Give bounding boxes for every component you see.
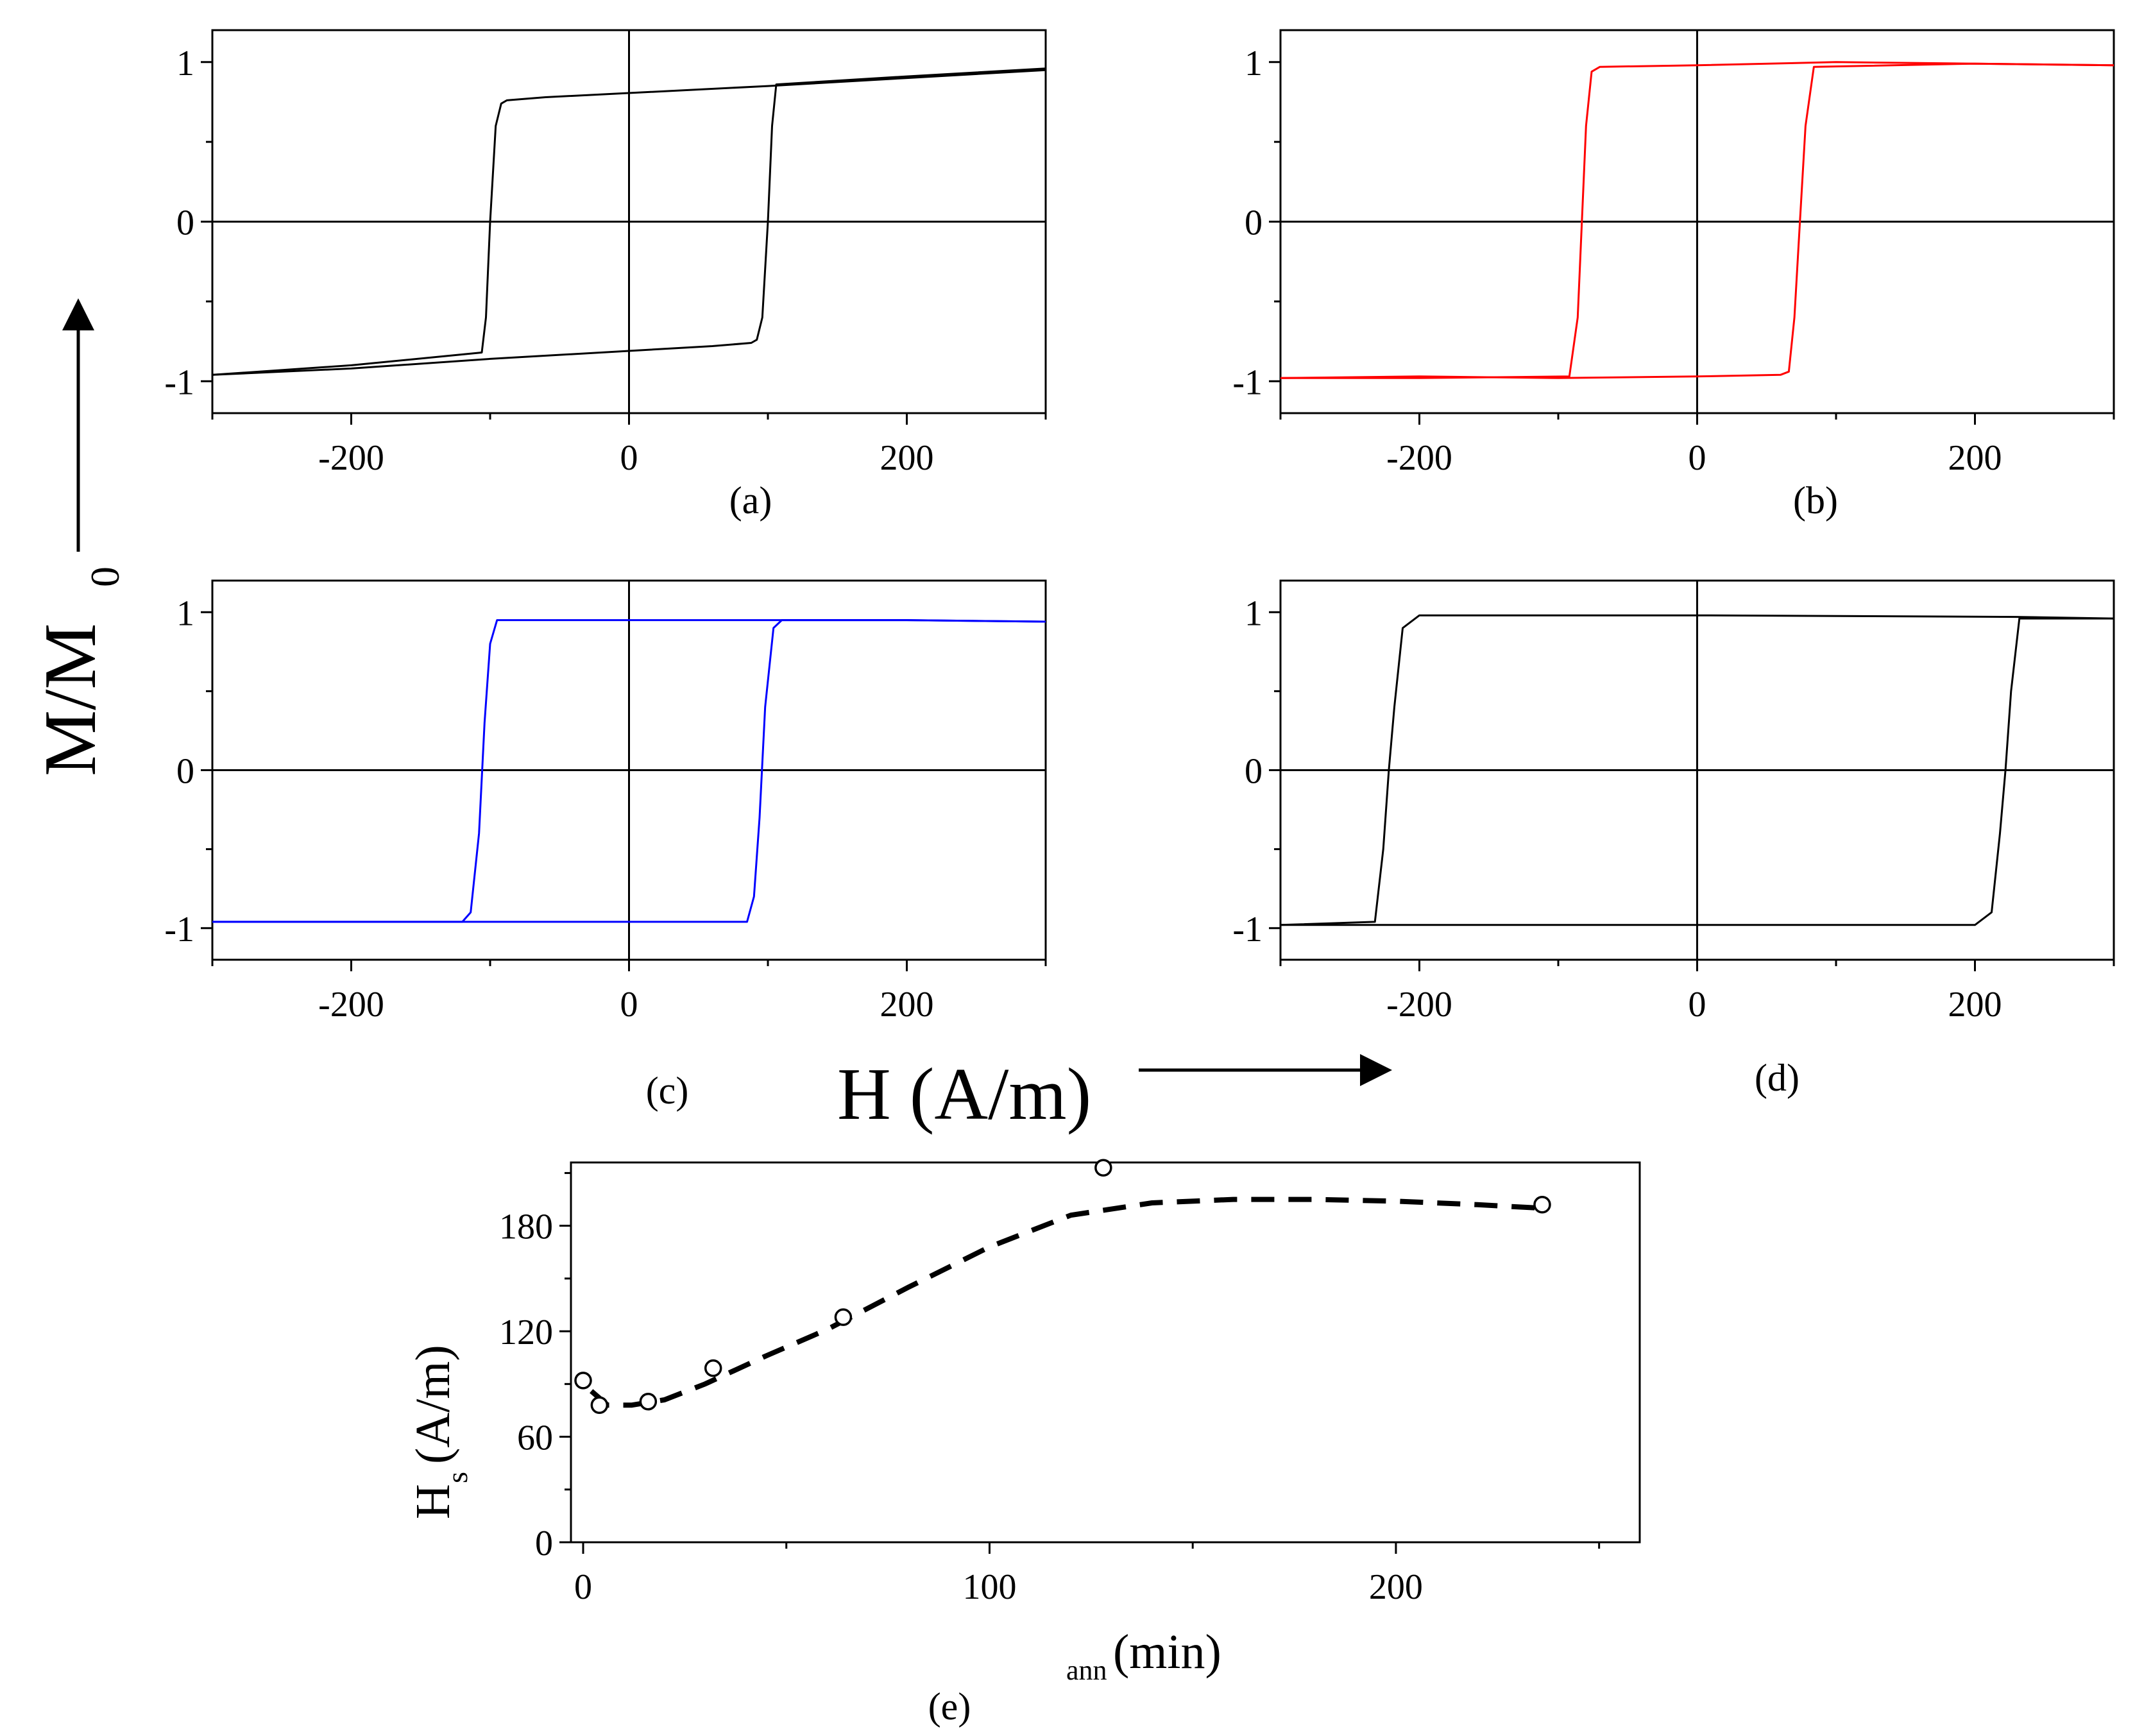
hs-label-subscript: s (441, 1472, 473, 1483)
y-tick-label: 0 (1245, 203, 1263, 243)
data-point (834, 1308, 853, 1326)
y-tick-label: 1 (1245, 44, 1263, 83)
y-tick-label: 60 (517, 1418, 553, 1458)
hysteresis-descending-branch (1280, 61, 2114, 379)
trend-dashed-line (590, 1196, 1543, 1408)
panel-label: (b) (1793, 479, 1838, 522)
data-point (704, 1359, 722, 1377)
x-tick-label: 0 (1688, 438, 1706, 478)
hysteresis-ascending-branch (1280, 617, 2114, 926)
y-tick-label: 120 (499, 1313, 553, 1352)
data-point (639, 1392, 658, 1411)
hysteresis-ascending-branch (212, 619, 1046, 923)
y-tick-label: -1 (1232, 362, 1263, 402)
y-tick-label: 0 (176, 203, 194, 243)
x-tick-label: 0 (574, 1567, 592, 1607)
plot-frame (570, 1161, 1641, 1544)
panel-e: 0 100 200 0 60 120 180 (e) Hs (A/m) ann (min) (406, 1159, 1641, 1728)
y-tick-label: 0 (535, 1524, 553, 1563)
y-tick-label: 1 (1245, 593, 1263, 633)
hysteresis-descending-branch (1280, 614, 2114, 926)
x-axis-title: H (A/m) (837, 1053, 1392, 1136)
x-tick-label: 0 (620, 985, 638, 1025)
y-tick-label: 0 (1245, 752, 1263, 792)
y-axis-label: M/M (30, 623, 112, 776)
panel-label: (d) (1755, 1057, 1799, 1099)
x-tick-label: -200 (318, 985, 384, 1025)
data-point (1094, 1159, 1112, 1177)
data-point (1533, 1196, 1551, 1214)
panel-label: (e) (928, 1685, 971, 1728)
y-tick-label: -1 (164, 362, 194, 402)
panel-c: -200 0 200 -1 0 1 (c) (164, 579, 1047, 1112)
data-point (590, 1396, 609, 1414)
x-tick-label: 200 (1948, 438, 2002, 478)
hysteresis-ascending-branch (1280, 62, 2114, 379)
data-point (574, 1372, 592, 1390)
panel-a: -200 0 200 -1 0 1 (a) (164, 29, 1047, 522)
y-tick-label: 180 (499, 1207, 553, 1247)
y-tick-label: -1 (164, 910, 194, 949)
y-axis-title: M/M 0 (30, 298, 128, 776)
hysteresis-descending-branch (212, 69, 1046, 376)
y-tick-label: -1 (1232, 910, 1263, 949)
panel-label: (a) (729, 479, 772, 522)
x-tick-label: 0 (620, 438, 638, 478)
hs-label-main: H (406, 1484, 460, 1519)
x-axis-label: H (A/m) (837, 1053, 1091, 1136)
y-tick-label: 1 (176, 44, 194, 83)
x-tick-label: 200 (1369, 1567, 1423, 1607)
panel-d: -200 0 200 -1 0 1 (d) (1232, 579, 2115, 1099)
x-tick-label: 200 (880, 438, 934, 478)
x-tick-label: 200 (880, 985, 934, 1025)
y-axis-label-subscript: 0 (82, 566, 128, 587)
tann-label-units: (min) (1113, 1625, 1221, 1679)
x-tick-label: -200 (1386, 985, 1452, 1025)
x-tick-label: 0 (1688, 985, 1706, 1025)
x-tick-label: 200 (1948, 985, 2002, 1025)
panel-label: (c) (646, 1069, 689, 1112)
hs-y-axis-label: Hs (A/m) (406, 1345, 473, 1519)
hysteresis-ascending-branch (212, 67, 1046, 376)
x-tick-label: -200 (1386, 438, 1452, 478)
y-tick-label: 1 (176, 593, 194, 633)
panel-b: -200 0 200 -1 0 1 (b) (1232, 29, 2115, 522)
x-tick-label: -200 (318, 438, 384, 478)
x-tick-label: 100 (962, 1567, 1016, 1607)
tann-subscript: ann (1066, 1655, 1107, 1686)
y-tick-label: 0 (176, 752, 194, 792)
hs-label-units: (A/m) (406, 1345, 460, 1464)
